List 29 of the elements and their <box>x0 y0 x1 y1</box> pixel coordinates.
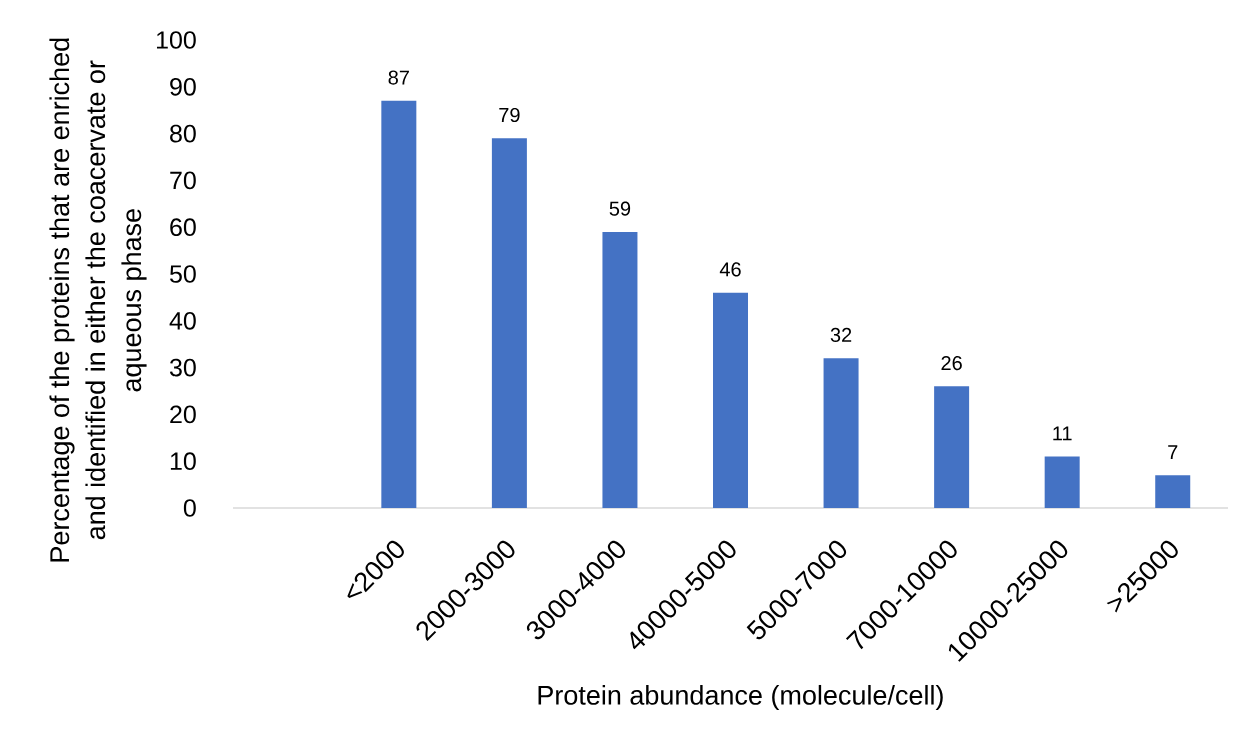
bar <box>823 358 859 508</box>
bar <box>1155 475 1191 508</box>
data-label: 87 <box>388 70 409 85</box>
bar <box>713 292 748 508</box>
y-tick-label: 30 <box>169 358 196 377</box>
y-tick-label: 60 <box>170 218 196 237</box>
x-axis-title: Protein abundance (molecule/cell) <box>538 684 943 711</box>
bar <box>1044 456 1080 508</box>
data-label: 26 <box>941 355 962 371</box>
y-tick-label: 70 <box>170 171 196 190</box>
y-tick-label: 10 <box>170 452 196 471</box>
y-tick-label: 0 <box>183 499 196 517</box>
y-axis-title: Percentage of the proteins that are enriched and identified in either the coacervate or aqueous phase <box>49 38 147 562</box>
y-tick-label: 40 <box>169 311 196 330</box>
y-tick-label: 100 <box>156 31 196 49</box>
data-label: 32 <box>830 327 852 343</box>
bar <box>381 100 417 508</box>
data-label: 79 <box>499 107 520 123</box>
y-tick-label: 80 <box>170 124 196 143</box>
bar <box>491 138 527 508</box>
data-label: 7 <box>1168 445 1178 460</box>
y-tick-label: 90 <box>170 77 196 96</box>
y-tick-label: 20 <box>170 405 196 424</box>
bar <box>934 386 970 508</box>
data-label: 46 <box>719 262 741 277</box>
bar <box>602 231 638 508</box>
data-label: 11 <box>1053 426 1072 441</box>
y-tick-label: 50 <box>169 265 196 283</box>
data-label: 59 <box>609 201 631 216</box>
